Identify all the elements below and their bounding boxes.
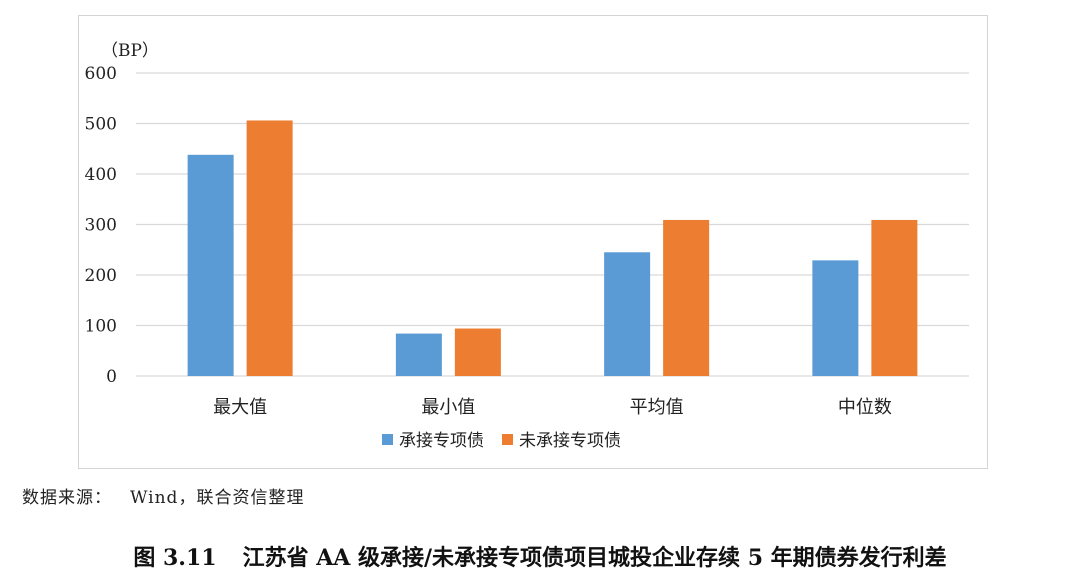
legend-swatch <box>502 434 513 445</box>
source-value: Wind，联合资信整理 <box>130 488 305 508</box>
x-category-label: 中位数 <box>838 397 892 418</box>
y-tick-label: 200 <box>85 266 117 286</box>
bar <box>454 328 501 376</box>
figure-number: 图 3.11 <box>133 545 217 571</box>
y-tick-label: 300 <box>85 216 117 236</box>
x-category-label: 最大值 <box>213 397 267 418</box>
x-category-label: 最小值 <box>421 397 475 418</box>
data-source-note: 数据来源： Wind，联合资信整理 <box>22 483 304 508</box>
source-label: 数据来源： <box>22 488 112 508</box>
bar-chart: （BP） 0 100 200 300 400 500 600 最大值 最小值 平均值 中位数 承接专… <box>85 41 969 451</box>
bar <box>871 219 918 376</box>
y-tick-label: 0 <box>106 367 117 387</box>
bar <box>395 333 442 376</box>
figure-caption: 图 3.11 江苏省 AA 级承接/未承接专项债项目城投企业存续 5 年期债券发行… <box>0 540 1080 572</box>
y-tick-label: 500 <box>85 115 117 135</box>
figure-title: 江苏省 AA 级承接/未承接专项债项目城投企业存续 5 年期债券发行利差 <box>242 545 947 571</box>
legend-label: 未承接专项债 <box>519 431 621 451</box>
x-category-label: 平均值 <box>630 397 684 418</box>
bar <box>604 252 651 376</box>
y-tick-label: 100 <box>85 317 117 337</box>
legend-swatch <box>382 434 393 445</box>
y-tick-label: 400 <box>85 165 117 185</box>
bar <box>246 120 293 376</box>
y-axis-unit-label: （BP） <box>101 41 159 61</box>
y-tick-label: 600 <box>85 64 117 84</box>
chart-frame: （BP） 0 100 200 300 400 500 600 最大值 最小值 平均值 中位数 承接专… <box>78 15 988 469</box>
bar <box>187 154 234 376</box>
legend-label: 承接专项债 <box>399 431 484 451</box>
bar <box>812 260 859 376</box>
bar <box>663 219 710 376</box>
